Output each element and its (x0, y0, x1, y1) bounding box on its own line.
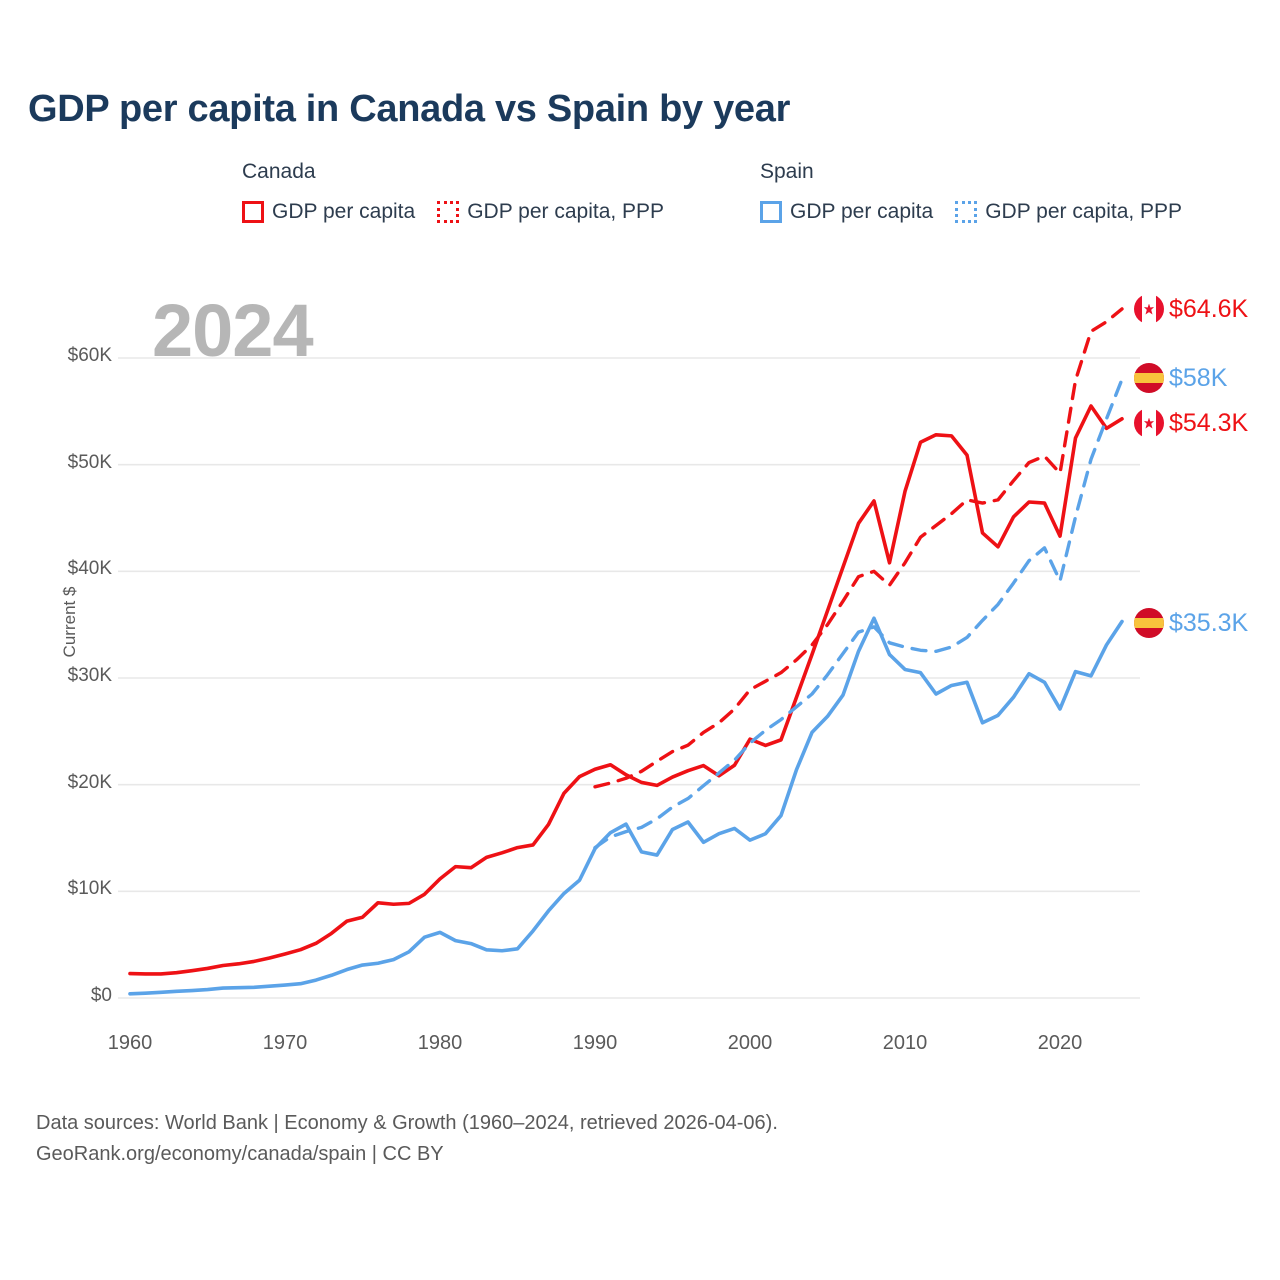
y-axis-tick-label: $60K (67, 345, 112, 366)
legend-swatch-solid-red-icon (242, 201, 264, 223)
end-label-spain-ppp: $58K (1134, 363, 1227, 393)
legend-group-title-canada: Canada (242, 160, 316, 183)
legend-item-spain-gdp[interactable]: GDP per capita (760, 200, 933, 224)
legend-item-canada-gdp[interactable]: GDP per capita (242, 200, 415, 224)
series-line (128, 404, 1124, 976)
gridlines (118, 357, 1140, 999)
y-axis-tick-label: $30K (67, 665, 112, 686)
x-axis-tick-label: 2020 (1037, 1032, 1083, 1054)
legend-item-spain-gdp-ppp[interactable]: GDP per capita, PPP (955, 200, 1182, 224)
y-axis-tick-label: $0 (90, 985, 112, 1006)
legend-swatch-solid-blue-icon (760, 201, 782, 223)
legend-label: GDP per capita (272, 200, 416, 223)
y-axis-tick-label: $50K (67, 451, 112, 473)
legend-swatch-dotted-blue-icon (955, 201, 978, 223)
x-axis-tick-label: 1980 (417, 1032, 463, 1054)
x-axis-tick-label: 1990 (572, 1032, 618, 1054)
end-label-value: $54.3K (1169, 408, 1249, 437)
canada-flag-icon (1134, 294, 1164, 324)
end-label-value: $64.6K (1169, 294, 1249, 323)
spain-flag-icon (1134, 363, 1164, 393)
y-axis-tick-label: $20K (67, 771, 112, 793)
legend-item-canada-gdp-ppp[interactable]: GDP per capita, PPP (437, 200, 664, 224)
page-title: GDP per capita in Canada vs Spain by yea… (28, 88, 791, 130)
end-label-spain-gdp: $35.3K (1134, 608, 1248, 638)
chart-legend: Canada Spain GDP per capita GDP per capi… (0, 160, 1280, 240)
end-label-canada-gdp: $54.3K (1134, 408, 1248, 438)
footer-credits: Data sources: World Bank | Economy & Gro… (36, 1108, 778, 1170)
legend-label: GDP per capita (790, 200, 934, 223)
footer-line-sources: Data sources: World Bank | Economy & Gro… (36, 1112, 778, 1134)
x-axis-tick-label: 2000 (727, 1032, 773, 1054)
y-axis-tick-label: $10K (67, 878, 112, 900)
series-line (128, 616, 1124, 996)
legend-group-title-spain: Spain (760, 160, 814, 183)
end-label-canada-ppp: $64.6K (1134, 294, 1248, 324)
y-axis-tick-label: $40K (67, 558, 112, 580)
end-label-value: $35.3K (1169, 608, 1249, 637)
legend-label: GDP per capita, PPP (467, 200, 665, 223)
x-axis-tick-label: 1960 (107, 1032, 153, 1054)
year-watermark: 2024 (152, 289, 314, 372)
x-axis-tick-label: 1970 (262, 1032, 308, 1054)
legend-swatch-dotted-red-icon (437, 201, 460, 223)
series-line (593, 377, 1124, 850)
series-line (593, 307, 1124, 789)
footer-line-url[interactable]: GeoRank.org/economy/canada/spain | CC BY (36, 1143, 444, 1165)
series-lines (128, 307, 1124, 996)
x-axis-tick-label: 2010 (882, 1032, 928, 1054)
spain-flag-icon (1134, 608, 1164, 638)
canada-flag-icon (1134, 408, 1164, 438)
end-label-value: $58K (1169, 363, 1228, 392)
legend-label: GDP per capita, PPP (985, 200, 1183, 223)
